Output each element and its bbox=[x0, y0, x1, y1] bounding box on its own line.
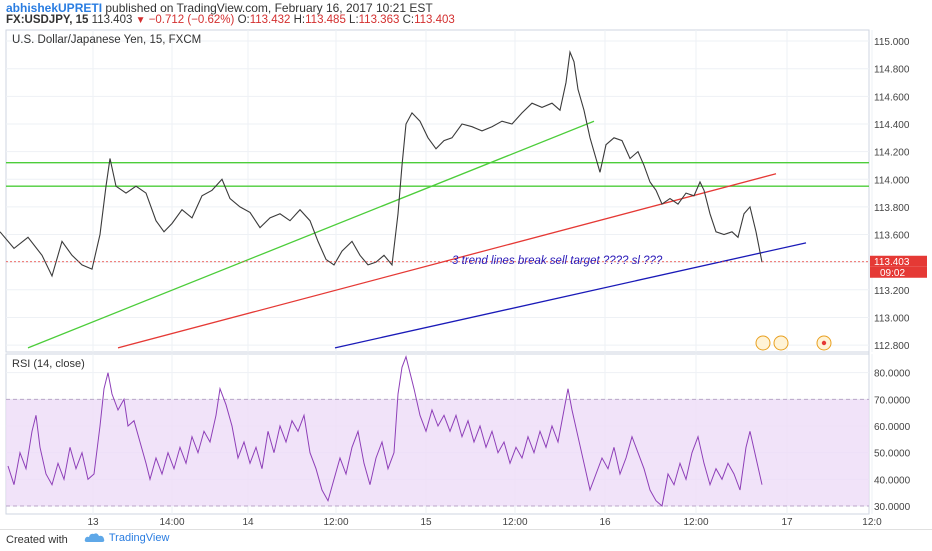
high-value: 113.485 bbox=[305, 14, 346, 26]
price-y-tick-label: 114.800 bbox=[874, 65, 910, 76]
rsi-y-tick-label: 30.0000 bbox=[874, 502, 911, 513]
x-tick-label: 12:0 bbox=[862, 517, 882, 528]
price-label-badge: 113.403 09:02 bbox=[870, 255, 927, 279]
low-value: 113.363 bbox=[358, 14, 400, 26]
low-label: L: bbox=[349, 14, 359, 26]
price-panel-border bbox=[5, 29, 870, 353]
open-value: 113.432 bbox=[249, 14, 291, 26]
change-value: −0.712 (−0.62%) bbox=[148, 14, 235, 26]
current-price-label: 113.403 bbox=[874, 257, 910, 268]
price-y-tick-label: 112.800 bbox=[874, 341, 910, 352]
x-tick-label: 12:00 bbox=[502, 517, 527, 528]
symbol-label: FX:USDJPY, 15 bbox=[6, 14, 89, 26]
x-tick-label: 12:00 bbox=[323, 517, 348, 528]
price-y-tick-label: 113.600 bbox=[874, 231, 910, 242]
price-y-tick-label: 113.000 bbox=[874, 313, 910, 324]
trend-line bbox=[117, 173, 777, 349]
rsi-y-tick-label: 50.0000 bbox=[874, 449, 911, 460]
close-label: C: bbox=[402, 14, 415, 26]
price-panel-title: U.S. Dollar/Japanese Yen, 15, FXCM bbox=[12, 34, 201, 46]
rsi-panel-title: RSI (14, close) bbox=[12, 358, 85, 370]
chart-area: 115.000 114.800 114.600 114.400 114.200 114.0… bbox=[0, 29, 927, 528]
x-tick-label: 15 bbox=[420, 517, 432, 528]
author-name[interactable]: abhishekUPRETI bbox=[6, 1, 103, 15]
price-grid bbox=[6, 30, 873, 352]
event-icons[interactable] bbox=[755, 335, 832, 351]
last-price: 113.403 bbox=[91, 14, 133, 26]
x-axis: 13 14:00 14 12:00 15 12:00 16 12:00 17 12:0 bbox=[87, 517, 882, 528]
high-label: H: bbox=[293, 14, 306, 26]
rsi-band-lines bbox=[6, 398, 869, 507]
trend-line bbox=[27, 120, 595, 349]
cloud-icon bbox=[84, 533, 105, 543]
footer: Created with TradingView bbox=[0, 529, 932, 551]
price-y-axis: 115.000 114.800 114.600 114.400 114.200 114.0… bbox=[874, 37, 910, 352]
rsi-y-tick-label: 40.0000 bbox=[874, 475, 911, 486]
rsi-y-tick-label: 80.0000 bbox=[874, 369, 911, 380]
countdown-label: 09:02 bbox=[880, 268, 905, 279]
price-y-tick-label: 115.000 bbox=[874, 37, 910, 48]
down-triangle-icon: ▼ bbox=[135, 15, 146, 26]
publish-header: abhishekUPRETI published on TradingView.… bbox=[6, 1, 433, 15]
rsi-series-line bbox=[7, 355, 763, 507]
price-y-tick-label: 113.800 bbox=[874, 203, 910, 214]
x-tick-label: 14 bbox=[242, 517, 254, 528]
price-y-tick-label: 114.200 bbox=[874, 148, 910, 159]
price-y-tick-label: 114.000 bbox=[874, 175, 910, 186]
brand-label: TradingView bbox=[108, 532, 170, 544]
close-value: 113.403 bbox=[414, 14, 455, 26]
x-tick-label: 17 bbox=[781, 517, 793, 528]
rsi-y-axis: 80.0000 70.0000 60.0000 50.0000 40.0000 30.00… bbox=[874, 369, 911, 513]
price-y-tick-label: 113.200 bbox=[874, 286, 910, 297]
tradingview-logo[interactable]: TradingView bbox=[84, 532, 169, 544]
rsi-band bbox=[6, 399, 869, 506]
trend-lines bbox=[27, 120, 807, 349]
price-y-tick-label: 114.400 bbox=[874, 120, 910, 131]
x-tick-label: 13 bbox=[87, 517, 99, 528]
rsi-y-tick-label: 70.0000 bbox=[874, 395, 911, 406]
trend-line bbox=[334, 242, 807, 349]
x-tick-label: 16 bbox=[599, 517, 611, 528]
quote-header: FX:USDJPY, 15 113.403 ▼ −0.712 (−0.62%) … bbox=[6, 14, 455, 26]
created-with-text: Created with bbox=[6, 534, 68, 546]
rsi-y-tick-label: 60.0000 bbox=[874, 422, 911, 433]
publish-info: published on TradingView.com, February 1… bbox=[105, 1, 433, 15]
x-tick-label: 12:00 bbox=[683, 517, 708, 528]
price-series-line bbox=[0, 49, 763, 278]
open-label: O: bbox=[237, 14, 250, 26]
trend-annotation: 3 trend lines break sell target ???? sl … bbox=[452, 255, 663, 267]
horizontal-support-lines bbox=[6, 162, 869, 187]
price-y-tick-label: 114.600 bbox=[874, 92, 910, 103]
x-tick-label: 14:00 bbox=[159, 517, 184, 528]
